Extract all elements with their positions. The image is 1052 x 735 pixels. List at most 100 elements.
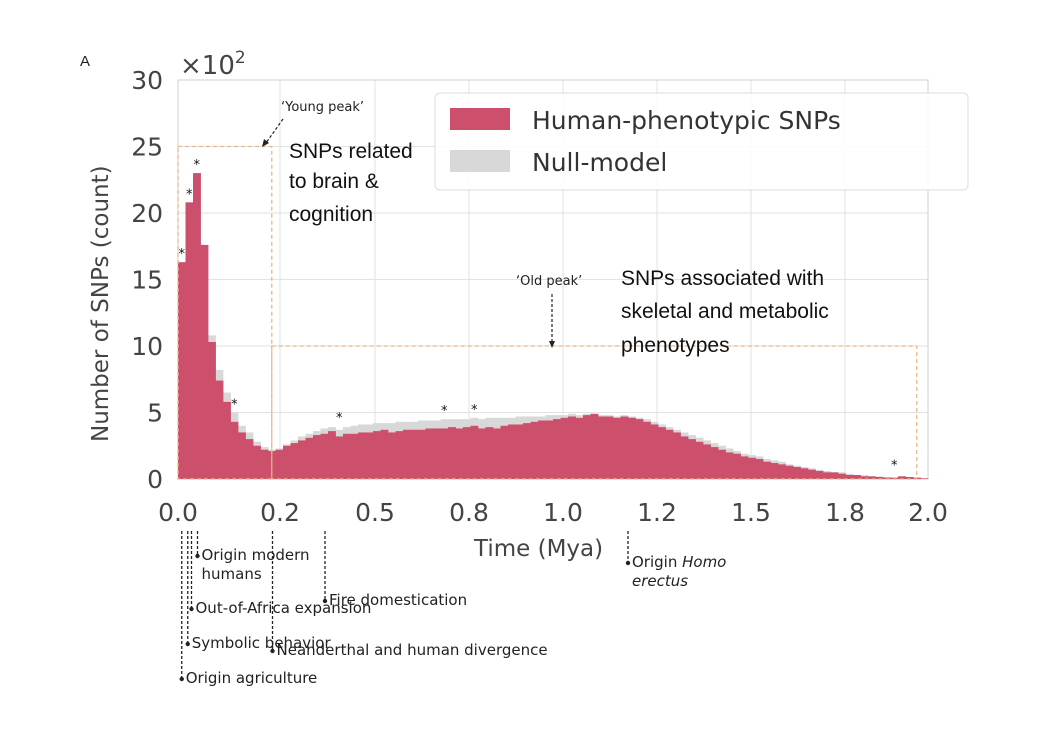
star-marker: * [441,404,448,419]
young-peak-arrowhead [262,139,269,147]
human-phenotypic-bar [320,433,329,479]
x-tick-label: 1.2 [637,498,677,527]
legend: Human-phenotypic SNPs Null-model [434,92,969,191]
star-marker: * [336,411,343,426]
old-peak-box [271,345,918,480]
event-dot [322,598,328,604]
human-phenotypic-bar [328,431,336,479]
old-peak-tag: ‘Old peak’ [516,274,582,289]
x-tick-label: 2.0 [908,498,948,527]
legend-swatch-null-model [450,150,510,172]
star-marker: * [186,187,193,202]
human-phenotypic-bar [755,459,764,479]
y-axis-label: Number of SNPs (count) [88,165,114,442]
human-phenotypic-bar [613,417,621,479]
human-phenotypic-bar [650,424,659,479]
human-phenotypic-bar [260,449,269,479]
human-phenotypic-bar [395,431,404,479]
old-peak-line-3: phenotypes [621,334,730,357]
human-phenotypic-bar [665,429,674,479]
human-phenotypic-bar [200,244,209,479]
human-phenotypic-bar [598,416,606,479]
x-tick-label: 0.0 [158,498,198,527]
human-phenotypic-bar [515,424,524,479]
human-phenotypic-bar [695,441,704,479]
human-phenotypic-bar [193,173,201,479]
star-marker: * [179,247,186,262]
event-dot [195,553,200,559]
human-phenotypic-bar [433,428,441,479]
human-phenotypic-bar [710,447,719,479]
young-peak-line-3: cognition [289,203,373,226]
human-phenotypic-bar [785,465,794,479]
event-dot [625,560,631,566]
human-phenotypic-bar [223,401,231,479]
young-peak-line-1: SNPs related [289,140,413,163]
human-phenotypic-bar [253,445,261,479]
peak-boxes [177,145,918,480]
human-phenotypic-bar [215,380,224,479]
human-phenotypic-bar [298,440,306,479]
y-tick-label: 5 [147,399,163,428]
event-label: Symbolic behavior [192,634,332,652]
human-phenotypic-bar [365,432,374,479]
human-phenotypic-bar [185,202,194,480]
human-phenotypic-bar [245,439,254,479]
human-phenotypic-bar [628,417,636,479]
human-phenotypic-bar [440,428,449,479]
human-phenotypic-bar [853,475,861,479]
old-peak-line-2: skeletal and metabolic [621,300,829,323]
y-tick-label: 20 [131,199,163,228]
young-peak-tag: ‘Young peak’ [281,100,364,115]
human-phenotypic-bar [635,419,644,479]
human-phenotypic-bar [575,417,584,479]
human-phenotypic-bar [643,421,651,479]
event-label: erectus [632,572,688,590]
x-tick-label: 1.0 [543,498,583,527]
human-phenotypic-bar [793,467,801,479]
human-phenotypic-bar [890,477,899,479]
y-tick-label: 25 [131,133,163,162]
human-phenotypic-bars [178,173,929,480]
human-phenotypic-bar [733,453,741,479]
event-dot [185,641,190,647]
human-phenotypic-bar [830,472,839,479]
significance-stars: ***** * ** [179,158,899,474]
human-phenotypic-bar [748,457,756,479]
star-marker: * [891,459,898,474]
event-dot [179,676,184,682]
human-phenotypic-bar [590,413,599,479]
human-phenotypic-bar [875,477,884,479]
human-phenotypic-bar [560,417,569,479]
legend-swatch-human-phenotypic [450,108,510,130]
event-label: Neanderthal and human divergence [277,641,548,659]
human-phenotypic-bar [493,428,501,479]
human-phenotypic-bar [380,429,389,479]
event-dot [189,606,194,612]
human-phenotypic-bar [470,425,479,479]
human-phenotypic-bar [238,432,246,479]
human-phenotypic-bar [808,469,816,479]
human-phenotypic-bar [463,427,471,479]
human-phenotypic-bar [800,468,809,479]
human-phenotypic-bar [545,420,554,479]
human-phenotypic-bar [350,433,359,479]
human-phenotypic-bar [283,445,291,479]
event-label: Origin Homo [632,553,726,571]
human-phenotypic-bar [860,476,869,479]
human-phenotypic-bar [718,449,726,479]
star-marker: * [471,403,478,418]
star-marker: * [231,398,238,413]
human-phenotypic-bar [313,435,321,479]
legend-label-null-model: Null-model [532,148,667,177]
event-label: Fire domestication [329,591,467,609]
y-tick-labels: 0 5 10 15 20 25 30 [131,66,163,494]
event-label: Origin modern [202,546,310,564]
star-marker: * [194,158,201,173]
x-tick-label: 0.8 [449,498,489,527]
human-phenotypic-bar [763,461,771,479]
y-tick-label: 0 [147,465,163,494]
human-phenotypic-bar [770,463,779,479]
human-phenotypic-bar [673,432,681,479]
